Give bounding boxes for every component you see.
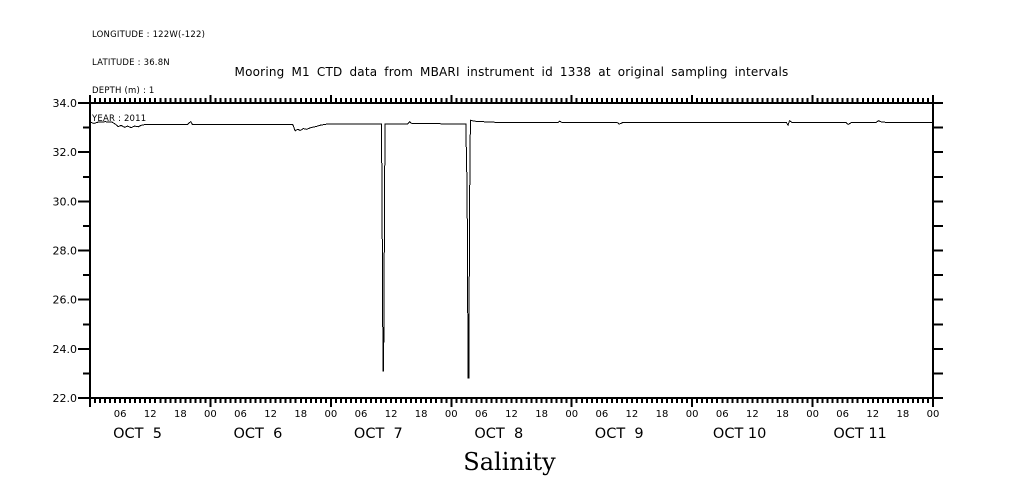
x-hour-label: 12: [385, 409, 398, 420]
x-hour-label: 18: [174, 409, 187, 420]
x-hour-label: 06: [836, 409, 849, 420]
x-hour-label: 18: [415, 409, 428, 420]
x-hour-label: 06: [475, 409, 488, 420]
x-date-label: OCT 10: [713, 426, 766, 442]
metadata-longitude: LONGITUDE : 122W(-122): [92, 29, 206, 40]
x-hour-label: 18: [897, 409, 910, 420]
y-tick-label: 24.0: [53, 343, 78, 356]
y-tick-label: 22.0: [53, 392, 78, 405]
x-hour-label: 06: [234, 409, 247, 420]
x-hour-label: 00: [806, 409, 819, 420]
x-date-label: OCT 9: [595, 426, 644, 442]
x-date-label: OCT 6: [234, 426, 283, 442]
y-tick-label: 28.0: [53, 245, 78, 258]
metadata-depth: DEPTH (m) : 1: [92, 86, 155, 97]
x-hour-label: 00: [927, 409, 940, 420]
x-hour-label: 12: [144, 409, 157, 420]
x-hour-label: 00: [686, 409, 699, 420]
x-axis-variable-label: Salinity: [463, 448, 556, 476]
x-date-label: OCT 5: [113, 426, 162, 442]
plot-frame: [89, 102, 934, 399]
metadata-block: LONGITUDE : 122W(-122) LATITUDE : 36.8N …: [92, 12, 205, 134]
metadata-latitude: LATITUDE : 36.8N: [92, 58, 170, 69]
y-tick-label: 26.0: [53, 294, 78, 307]
metadata-year: YEAR : 2011: [92, 114, 147, 125]
x-hour-label: 12: [505, 409, 518, 420]
x-hour-label: 12: [264, 409, 277, 420]
x-hour-label: 06: [716, 409, 729, 420]
x-hour-label: 12: [746, 409, 759, 420]
y-tick-label: 32.0: [53, 146, 78, 159]
x-hour-label: 12: [626, 409, 639, 420]
x-date-label: OCT 8: [474, 426, 523, 442]
x-hour-label: 00: [204, 409, 217, 420]
salinity-line: [89, 119, 933, 379]
x-date-label: OCT 11: [833, 426, 886, 442]
x-hour-label: 00: [565, 409, 578, 420]
plot-title: Mooring M1 CTD data from MBARI instrumen…: [234, 65, 789, 79]
x-hour-label: 18: [535, 409, 548, 420]
y-tick-label: 34.0: [53, 97, 78, 110]
x-hour-label: 18: [656, 409, 669, 420]
y-tick-label: 30.0: [53, 195, 78, 208]
x-hour-label: 06: [595, 409, 608, 420]
x-hour-label: 06: [355, 409, 368, 420]
x-hour-label: 00: [445, 409, 458, 420]
x-date-label: OCT 7: [354, 426, 403, 442]
x-hour-label: 12: [866, 409, 879, 420]
x-hour-label: 18: [294, 409, 307, 420]
x-hour-label: 00: [324, 409, 337, 420]
x-hour-label: 18: [776, 409, 789, 420]
x-hour-label: 06: [114, 409, 127, 420]
